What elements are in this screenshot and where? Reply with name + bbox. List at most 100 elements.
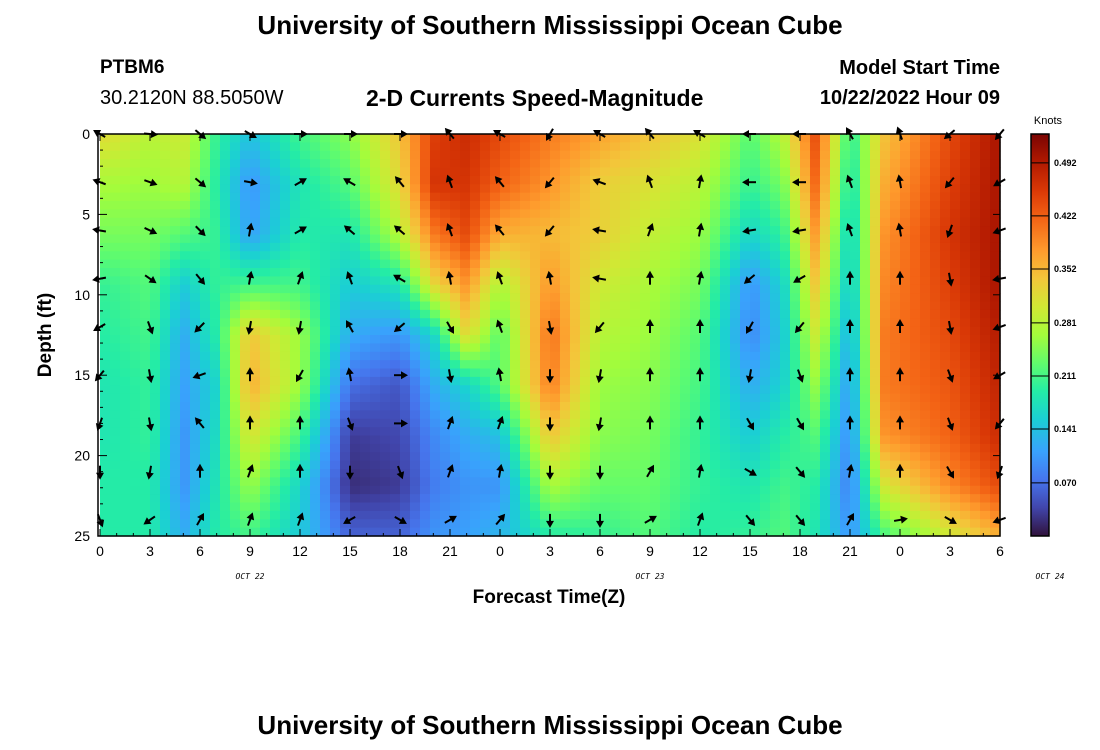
heatmap-cell xyxy=(530,477,541,487)
heatmap-cell xyxy=(710,335,721,344)
heatmap-cell xyxy=(290,502,301,512)
heatmap-cell xyxy=(430,293,441,303)
heatmap-cell xyxy=(740,134,751,143)
heatmap-cell xyxy=(300,209,311,219)
heatmap-cell xyxy=(170,175,181,185)
heatmap-cell xyxy=(960,293,971,303)
heatmap-cell xyxy=(680,393,691,403)
heatmap-cell xyxy=(890,443,901,453)
heatmap-cell xyxy=(590,343,601,353)
heatmap-cell xyxy=(520,393,531,403)
heatmap-cell xyxy=(540,527,551,537)
heatmap-cell xyxy=(950,410,961,420)
current-vector xyxy=(544,225,555,237)
heatmap-cell xyxy=(910,251,921,261)
heatmap-cell xyxy=(170,393,181,403)
heatmap-cell xyxy=(910,159,921,169)
heatmap-cell xyxy=(920,217,931,227)
heatmap-cell xyxy=(100,519,111,529)
heatmap-cell xyxy=(690,201,701,210)
heatmap-cell xyxy=(300,469,311,478)
heatmap-cell xyxy=(440,385,451,395)
heatmap-cell xyxy=(220,251,231,261)
heatmap-cell xyxy=(310,326,321,336)
heatmap-cell xyxy=(140,284,151,294)
heatmap-cell xyxy=(730,385,741,395)
heatmap-cell xyxy=(420,477,431,487)
heatmap-cell xyxy=(650,427,661,437)
heatmap-cell xyxy=(930,452,941,462)
heatmap-cell xyxy=(310,519,321,529)
heatmap-cell xyxy=(100,142,111,152)
heatmap-cell xyxy=(980,410,991,420)
heatmap-cell xyxy=(510,150,521,160)
heatmap-cell xyxy=(330,510,341,520)
heatmap-cell xyxy=(510,217,521,227)
heatmap-cell xyxy=(420,326,431,336)
heatmap-cell xyxy=(910,226,921,236)
heatmap-cell xyxy=(370,343,381,353)
heatmap-cell xyxy=(970,309,981,319)
heatmap-cell xyxy=(630,242,641,252)
heatmap-cell xyxy=(720,175,731,185)
heatmap-cell xyxy=(550,351,561,361)
heatmap-cell xyxy=(340,452,351,462)
heatmap-cell xyxy=(740,519,751,529)
heatmap-cell xyxy=(250,527,261,537)
heatmap-cell xyxy=(760,527,771,537)
heatmap-cell xyxy=(750,142,761,152)
heatmap-cell xyxy=(550,385,561,395)
heatmap-cell xyxy=(910,485,921,495)
heatmap-cell xyxy=(800,309,811,319)
current-vector xyxy=(596,513,604,528)
heatmap-cell xyxy=(960,393,971,403)
heatmap-cell xyxy=(530,469,541,478)
heatmap-cell xyxy=(840,360,851,370)
heatmap-cell xyxy=(460,494,471,504)
heatmap-cell xyxy=(280,326,291,336)
heatmap-cell xyxy=(940,360,951,370)
heatmap-cell xyxy=(860,385,871,395)
current-vector xyxy=(343,516,356,524)
heatmap-cell xyxy=(350,469,361,478)
heatmap-cell xyxy=(320,259,331,269)
heatmap-cell xyxy=(180,418,191,428)
heatmap-cell xyxy=(560,393,571,403)
heatmap-cell xyxy=(320,385,331,395)
heatmap-cell xyxy=(410,527,421,537)
heatmap-cell xyxy=(150,427,161,437)
heatmap-cell xyxy=(900,494,911,504)
heatmap-cell xyxy=(610,242,621,252)
heatmap-cell xyxy=(420,293,431,303)
heatmap-cell xyxy=(940,192,951,202)
heatmap-cell xyxy=(680,376,691,386)
heatmap-cell xyxy=(930,351,941,361)
heatmap-cell xyxy=(840,259,851,269)
heatmap-cell xyxy=(190,385,201,395)
heatmap-cell xyxy=(380,293,391,303)
heatmap-cell xyxy=(940,309,951,319)
heatmap-cell xyxy=(250,477,261,487)
heatmap-cell xyxy=(160,242,171,252)
heatmap-cell xyxy=(830,335,841,344)
heatmap-cell xyxy=(700,360,711,370)
heatmap-cell xyxy=(260,226,271,236)
heatmap-cell xyxy=(130,242,141,252)
heatmap-cell xyxy=(610,234,621,244)
heatmap-cell xyxy=(170,159,181,169)
heatmap-cell xyxy=(660,477,671,487)
heatmap-cell xyxy=(170,460,181,470)
heatmap-cell xyxy=(800,150,811,160)
heatmap-cell xyxy=(700,192,711,202)
heatmap-cell xyxy=(200,326,211,336)
x-tick-label: 0 xyxy=(496,543,504,559)
heatmap-cell xyxy=(940,435,951,445)
y-tick-label: 20 xyxy=(74,448,90,464)
heatmap-cell xyxy=(300,167,311,177)
heatmap-cell xyxy=(960,418,971,428)
heatmap-cell xyxy=(730,510,741,520)
heatmap-cell xyxy=(910,134,921,143)
heatmap-cell xyxy=(370,142,381,152)
heatmap-cell xyxy=(700,242,711,252)
heatmap-cell xyxy=(420,251,431,261)
